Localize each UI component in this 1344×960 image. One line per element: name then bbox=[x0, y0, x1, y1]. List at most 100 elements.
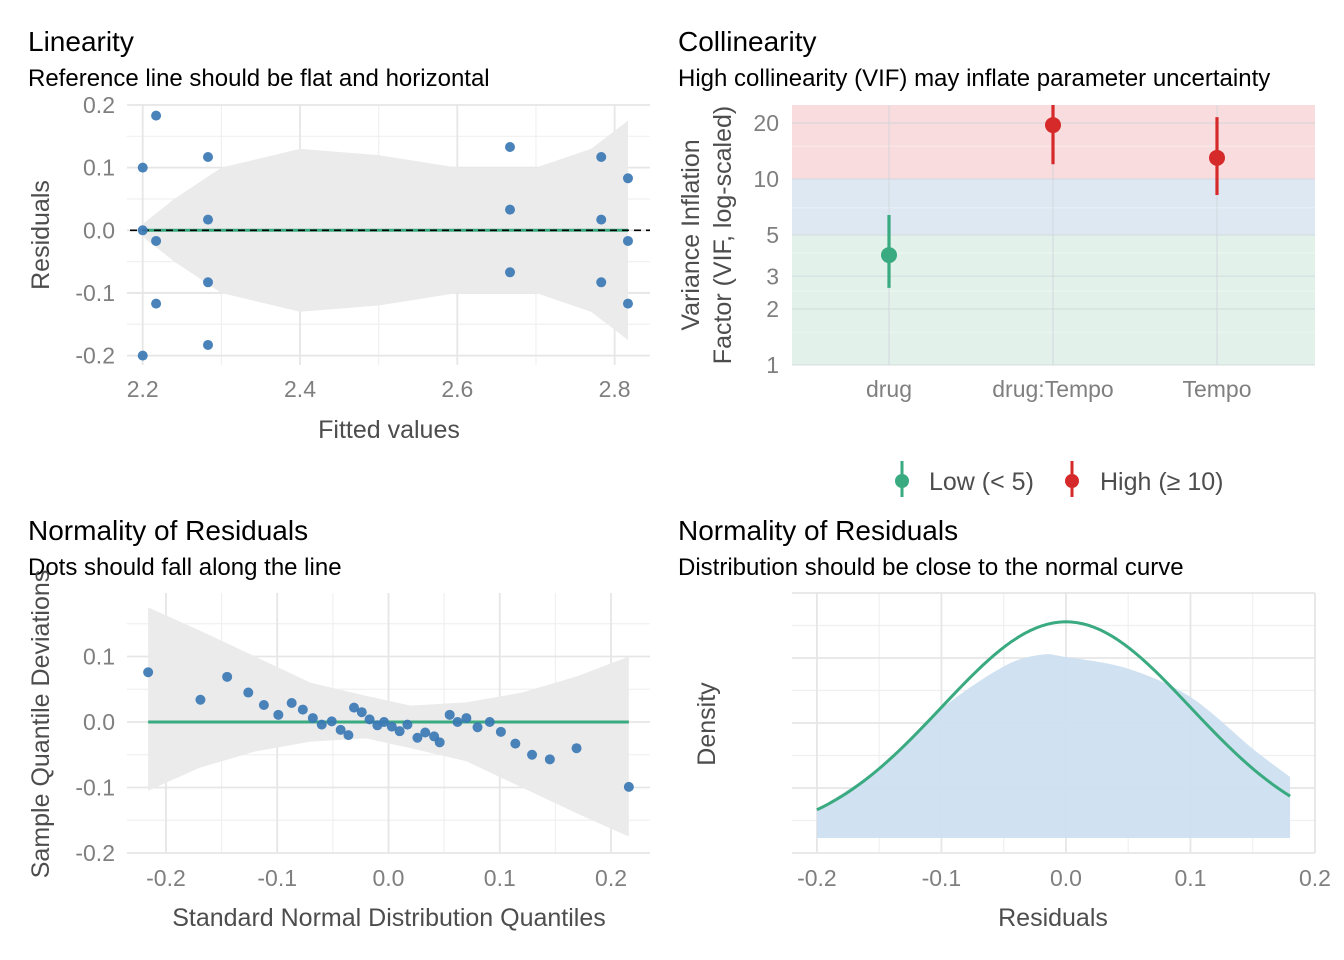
quantile-point bbox=[472, 722, 483, 733]
collinearity-subtitle: High collinearity (VIF) may inflate para… bbox=[678, 65, 1270, 92]
quantile-point bbox=[343, 730, 354, 741]
x-tick-label: 2.2 bbox=[127, 376, 159, 402]
panel-collinearity: Collinearity High collinearity (VIF) may… bbox=[677, 26, 1315, 497]
x-tick-label: drug bbox=[866, 376, 912, 402]
linearity-y-axis-label: Residuals bbox=[27, 180, 55, 290]
x-tick-label: -0.2 bbox=[797, 865, 837, 891]
qq-tick-labels: -0.2 -0.1 0.0 0.1 0.2 0.1 0.0 -0.1 -0.2 bbox=[75, 644, 627, 891]
quantile-point bbox=[222, 671, 233, 682]
density-title: Normality of Residuals bbox=[678, 515, 958, 546]
quantile-point bbox=[364, 714, 375, 725]
qq-y-axis-label: Sample Quantile Deviations bbox=[27, 570, 55, 879]
normal-curve-line bbox=[816, 620, 1291, 812]
quantile-point bbox=[623, 781, 634, 792]
x-tick-label: -0.2 bbox=[146, 865, 186, 891]
x-tick-label: 0.0 bbox=[1050, 865, 1082, 891]
y-tick-label: 0.0 bbox=[83, 709, 115, 735]
y-tick-label: -0.2 bbox=[75, 840, 115, 866]
collinearity-estimates bbox=[881, 105, 1225, 288]
density-y-axis-label: Density bbox=[693, 682, 721, 766]
residual-point bbox=[203, 152, 214, 162]
x-tick-label: Tempo bbox=[1182, 376, 1251, 402]
quantile-point bbox=[286, 698, 297, 709]
x-tick-label: 0.1 bbox=[1174, 865, 1206, 891]
x-tick-label: -0.1 bbox=[922, 865, 962, 891]
y-tick-label: 2 bbox=[766, 296, 779, 322]
quantile-point bbox=[484, 717, 495, 728]
quantile-point bbox=[326, 716, 337, 727]
y-tick-label: 0.1 bbox=[83, 155, 115, 181]
vif-point-Tempo bbox=[1209, 149, 1225, 166]
quantile-point bbox=[402, 719, 413, 730]
legend-high-label: High (≥ 10) bbox=[1100, 468, 1224, 496]
quantile-point bbox=[273, 709, 284, 720]
legend-low-label: Low (< 5) bbox=[929, 468, 1034, 496]
density-tick-labels: -0.2 -0.1 0.0 0.1 0.2 bbox=[797, 865, 1331, 891]
x-tick-label: 2.8 bbox=[599, 376, 631, 402]
quantile-point bbox=[316, 719, 327, 730]
qq-title: Normality of Residuals bbox=[28, 515, 308, 546]
collinearity-y-axis-label-line1: Variance Inflation bbox=[677, 139, 705, 330]
residual-point bbox=[203, 214, 214, 225]
quantile-point bbox=[412, 732, 423, 743]
quantile-point bbox=[495, 726, 506, 737]
quantile-point bbox=[544, 754, 555, 765]
linearity-subtitle: Reference line should be flat and horizo… bbox=[28, 65, 490, 92]
residual-point bbox=[505, 141, 516, 152]
y-tick-label: 1 bbox=[766, 352, 779, 378]
x-tick-label: 2.4 bbox=[284, 376, 316, 402]
linearity-x-axis-label: Fitted values bbox=[318, 416, 460, 444]
residual-point bbox=[137, 162, 148, 173]
x-tick-label: 0.2 bbox=[595, 865, 627, 891]
quantile-point bbox=[394, 726, 405, 737]
qq-x-axis-label: Standard Normal Distribution Quantiles bbox=[172, 904, 606, 932]
residual-point bbox=[505, 267, 516, 278]
collinearity-title: Collinearity bbox=[678, 26, 817, 57]
qq-subtitle: Dots should fall along the line bbox=[28, 554, 342, 581]
y-tick-label: 20 bbox=[753, 110, 779, 136]
residual-point bbox=[137, 350, 148, 361]
density-normal-curve bbox=[816, 620, 1291, 812]
residual-point bbox=[622, 298, 633, 309]
y-tick-label: 0.2 bbox=[83, 92, 115, 118]
panel-qq: Normality of Residuals Dots should fall … bbox=[27, 515, 650, 932]
y-tick-label: -0.1 bbox=[75, 775, 115, 801]
quantile-point bbox=[195, 694, 206, 705]
residual-point bbox=[596, 214, 607, 225]
quantile-point bbox=[297, 704, 308, 715]
legend-item-low: Low (< 5) bbox=[895, 461, 1034, 497]
quantile-point bbox=[379, 717, 390, 728]
quantile-point bbox=[258, 699, 269, 710]
legend-item-high: High (≥ 10) bbox=[1065, 461, 1224, 497]
qq-points bbox=[143, 667, 634, 792]
quantile-point bbox=[510, 738, 521, 749]
quantile-point bbox=[434, 737, 445, 748]
collinearity-legend: Low (< 5) High (≥ 10) bbox=[895, 461, 1224, 497]
density-x-axis-label: Residuals bbox=[998, 904, 1108, 932]
residual-point bbox=[151, 235, 162, 246]
density-area-shape bbox=[816, 654, 1291, 838]
residual-point bbox=[596, 277, 607, 288]
x-tick-label: 0.2 bbox=[1299, 865, 1331, 891]
linearity-points bbox=[137, 110, 633, 361]
quantile-point bbox=[349, 702, 360, 713]
quantile-point bbox=[307, 713, 318, 724]
panel-linearity: Linearity Reference line should be flat … bbox=[27, 26, 650, 444]
vif-point-drug bbox=[881, 247, 897, 264]
quantile-point bbox=[461, 713, 472, 724]
residual-point bbox=[203, 277, 214, 288]
residual-point bbox=[151, 110, 162, 121]
density-area bbox=[816, 654, 1291, 838]
residual-point bbox=[622, 173, 633, 184]
legend-low-marker bbox=[895, 474, 909, 488]
x-tick-label: drug:Tempo bbox=[992, 376, 1113, 402]
linearity-tick-labels: 2.2 2.4 2.6 2.8 0.2 0.1 0.0 -0.1 -0.2 bbox=[75, 92, 630, 402]
panel-density: Normality of Residuals Distribution shou… bbox=[678, 515, 1331, 932]
legend-high-marker bbox=[1065, 474, 1079, 488]
quantile-point bbox=[143, 667, 154, 678]
residual-point bbox=[137, 225, 148, 236]
quantile-point bbox=[335, 724, 346, 735]
quantile-point bbox=[386, 721, 397, 732]
quantile-point bbox=[444, 709, 455, 720]
